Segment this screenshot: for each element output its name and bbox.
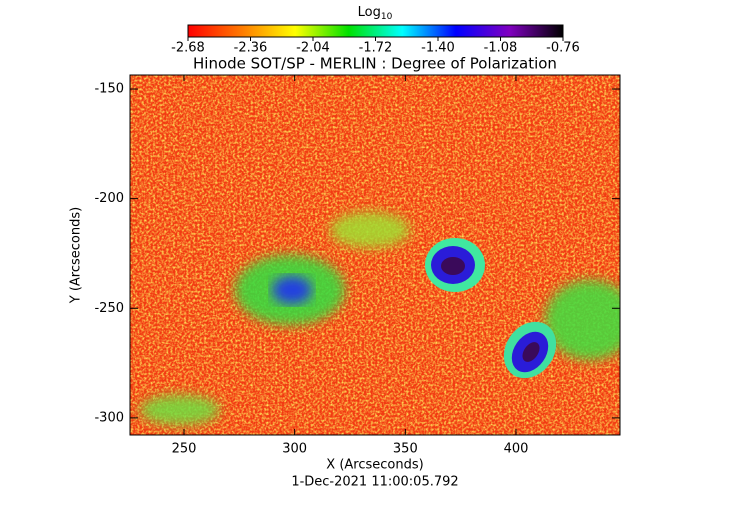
colorbar-label-base: Log: [358, 5, 381, 20]
x-tick-label: 350: [393, 442, 418, 457]
y-tick-label: -300: [94, 410, 124, 425]
plot-frame: [129, 74, 621, 436]
colorbar-tick-label: -2.68: [171, 41, 205, 56]
x-axis-label: X (Arcseconds): [326, 458, 423, 473]
colorbar-tick-label: -1.72: [359, 41, 393, 56]
y-axis-label: Y (Arcseconds): [69, 207, 84, 304]
colorbar-tick-label: -1.40: [421, 41, 455, 56]
x-tick-label: 400: [504, 442, 529, 457]
chart-title: Hinode SOT/SP - MERLIN : Degree of Polar…: [193, 55, 557, 73]
colorbar-tick-label: -2.04: [296, 41, 330, 56]
colorbar-tick-label: -2.36: [234, 41, 268, 56]
colorbar-tick-label: -1.08: [484, 41, 518, 56]
heatmap-image: [130, 75, 620, 435]
colorbar-label: Log10: [358, 5, 393, 22]
colorbar: [187, 24, 564, 38]
x-tick-label: 250: [172, 442, 197, 457]
footer: 1-Dec-2021 11:00:05.792: [291, 475, 458, 490]
colorbar-label-subscript: 10: [381, 12, 393, 22]
y-tick-label: -150: [94, 82, 124, 97]
y-tick-label: -250: [94, 301, 124, 316]
colorbar-tick-label: -0.76: [546, 41, 580, 56]
x-tick-label: 300: [282, 442, 307, 457]
y-tick-label: -200: [94, 191, 124, 206]
